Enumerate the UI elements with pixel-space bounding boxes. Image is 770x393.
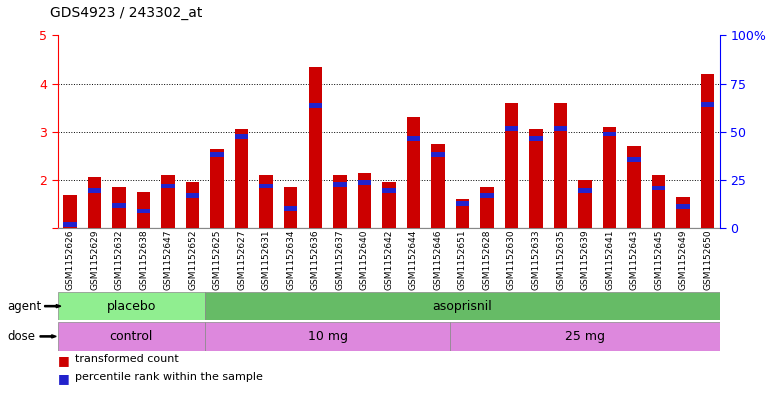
Bar [235,129,249,228]
Text: ■: ■ [58,354,69,367]
Bar [186,193,199,198]
Bar [676,204,690,209]
Bar [554,103,567,228]
Bar [235,134,249,139]
Bar [112,187,126,228]
Text: ■: ■ [58,372,69,385]
Bar [309,103,322,108]
Bar [603,132,616,136]
Bar [259,184,273,189]
Bar [456,202,469,206]
Bar [480,193,494,198]
Bar [137,209,150,213]
Bar [88,177,102,228]
Bar [456,199,469,228]
Text: 10 mg: 10 mg [307,330,347,343]
Bar [58,292,205,320]
Text: 25 mg: 25 mg [565,330,605,343]
Bar [205,322,450,351]
Bar [628,146,641,228]
Bar [701,102,715,107]
Bar [652,175,665,228]
Bar [88,189,102,193]
Bar [505,126,518,131]
Bar [162,175,175,228]
Text: control: control [109,330,153,343]
Bar [431,152,444,157]
Bar [578,180,592,228]
Bar [652,185,665,190]
Bar [529,129,543,228]
Bar [112,203,126,208]
Text: GDS4923 / 243302_at: GDS4923 / 243302_at [50,6,203,20]
Bar [309,67,322,228]
Bar [578,189,592,193]
Bar [701,74,715,228]
Bar [186,182,199,228]
Text: percentile rank within the sample: percentile rank within the sample [75,372,263,382]
Text: transformed count: transformed count [75,354,179,364]
Bar [603,127,616,228]
Bar [357,180,371,185]
Bar [210,152,224,157]
Bar [554,126,567,131]
Text: placebo: placebo [106,299,156,313]
Text: agent: agent [8,299,42,313]
Bar [382,189,396,193]
Bar [407,136,420,141]
Bar [382,182,396,228]
Bar [676,196,690,228]
Bar [333,175,347,228]
Bar [357,173,371,228]
Bar [505,103,518,228]
Bar [480,187,494,228]
Bar [529,136,543,141]
Bar [58,322,205,351]
Bar [259,175,273,228]
Bar [450,322,720,351]
Bar [333,182,347,187]
Bar [628,157,641,162]
Bar [407,117,420,228]
Bar [137,192,150,228]
Bar [58,228,720,252]
Text: dose: dose [8,330,35,343]
Bar [162,184,175,189]
Bar [63,222,77,227]
Bar [284,187,297,228]
Bar [284,206,297,211]
Bar [63,195,77,228]
Bar [205,292,720,320]
Text: asoprisnil: asoprisnil [433,299,492,313]
Bar [210,149,224,228]
Bar [431,144,444,228]
